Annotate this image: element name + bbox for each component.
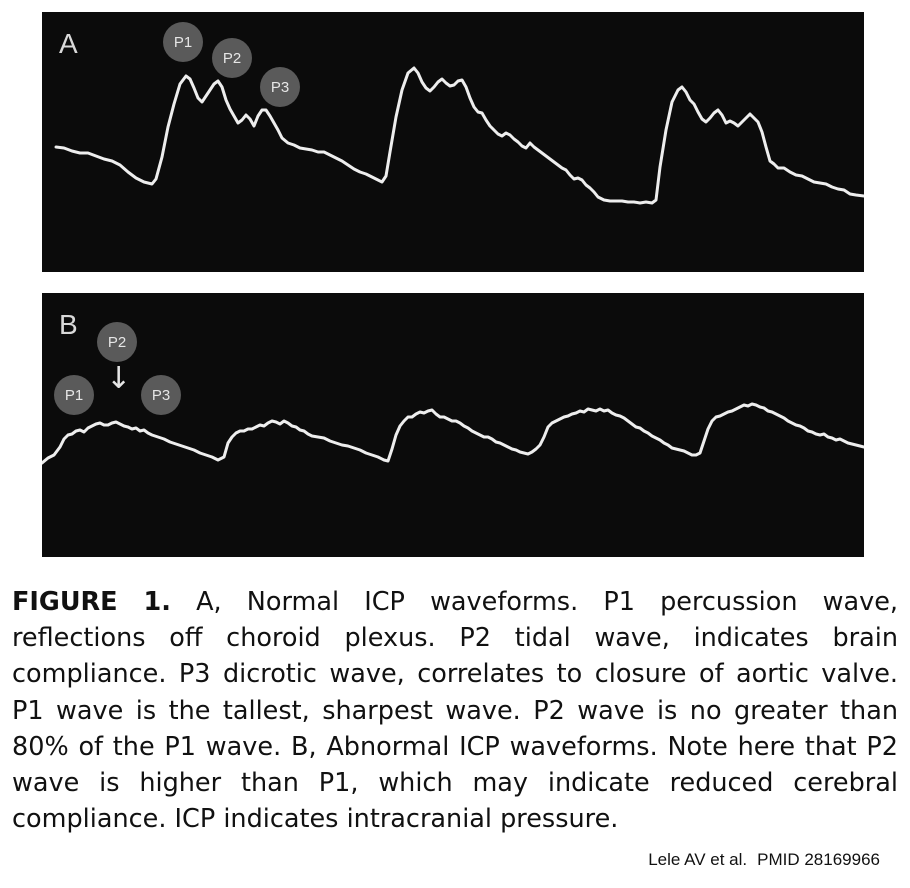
panel-b-p3-marker: P3 bbox=[141, 375, 181, 415]
figure-label: FIGURE 1. bbox=[12, 587, 171, 617]
panel-a-p1-marker: P1 bbox=[163, 22, 203, 62]
panel-a-normal-waveform: A P1 P2 P3 bbox=[42, 12, 864, 272]
panel-b-abnormal-waveform: B P2 ↓ P1 P3 bbox=[42, 293, 864, 557]
citation-authors: Lele AV et al. bbox=[648, 850, 748, 869]
panel-b-letter: B bbox=[59, 309, 78, 340]
citation-pmid: PMID 28169966 bbox=[757, 850, 880, 869]
panel-a-trace-svg bbox=[54, 66, 864, 205]
citation-credit: Lele AV et al. PMID 28169966 bbox=[648, 850, 880, 870]
panel-a-p2-marker: P2 bbox=[212, 38, 252, 78]
panel-a-p3-marker: P3 bbox=[260, 67, 300, 107]
panel-b-trace bbox=[42, 402, 864, 465]
panel-b-p1-marker: P1 bbox=[54, 375, 94, 415]
panel-b-trace-svg bbox=[42, 402, 864, 465]
figure-caption: FIGURE 1. A, Normal ICP waveforms. P1 pe… bbox=[12, 584, 898, 837]
panel-a-letter: A bbox=[59, 28, 78, 59]
figure-caption-text: A, Normal ICP waveforms. P1 percussion w… bbox=[12, 587, 899, 835]
panel-b-p2-arrow-icon: ↓ bbox=[106, 361, 132, 396]
panel-b-p2-marker: P2 bbox=[97, 322, 137, 362]
panel-a-trace bbox=[54, 66, 864, 205]
